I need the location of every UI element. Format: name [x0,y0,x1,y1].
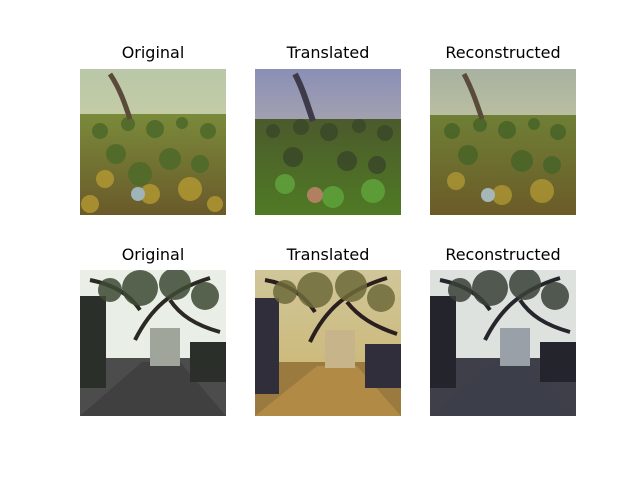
row2-original-image [80,270,226,416]
row1-original-image [80,69,226,215]
row1-reconstructed-title: Reconstructed [445,43,561,62]
row1-reconstructed-image [430,69,576,215]
row1-translated-image [255,69,401,215]
row1-original-title: Original [121,43,185,62]
row1-translated-title: Translated [286,43,370,62]
row2-reconstructed-image [430,270,576,416]
row2-translated-title: Translated [286,245,370,264]
row2-translated-image [255,270,401,416]
row2-reconstructed-title: Reconstructed [445,245,561,264]
row2-original-title: Original [121,245,185,264]
